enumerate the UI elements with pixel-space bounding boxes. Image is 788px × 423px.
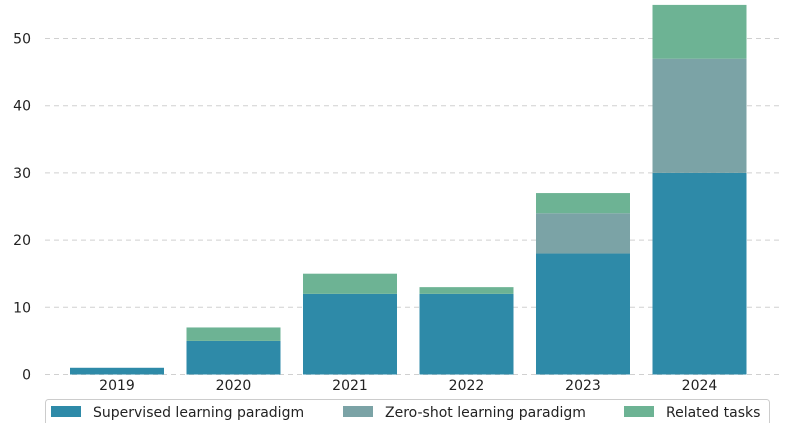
legend-box: [45, 399, 770, 423]
y-axis: 0 10 20 30 40 50: [13, 32, 31, 384]
bar-segment: [419, 287, 514, 294]
bar-segment: [652, 172, 747, 375]
x-axis: 2019 2020 2021 2022 2023 2024: [99, 378, 717, 394]
bars: [70, 4, 747, 375]
legend-swatch: [343, 406, 373, 417]
x-tick-label: 2022: [449, 378, 485, 394]
x-tick-label: 2019: [99, 378, 135, 394]
bar-segment: [652, 4, 747, 59]
x-tick-label: 2023: [565, 378, 601, 394]
bar-segment: [536, 193, 630, 214]
y-tick-label: 40: [13, 99, 31, 115]
x-tick-label: 2021: [332, 378, 368, 394]
bar-segment: [186, 340, 281, 375]
legend-swatch: [624, 406, 654, 417]
y-tick-label: 10: [13, 300, 31, 316]
bar-segment: [536, 253, 630, 375]
bar-segment: [419, 293, 514, 375]
legend-swatch: [51, 406, 81, 417]
bar-segment: [303, 273, 397, 294]
legend-label: Supervised learning paradigm: [93, 405, 304, 421]
legend-label: Related tasks: [666, 405, 760, 421]
legend: Supervised learning paradigm Zero-shot le…: [45, 399, 770, 423]
legend-label: Zero-shot learning paradigm: [385, 405, 586, 421]
bar-segment: [186, 327, 281, 341]
x-tick-label: 2020: [216, 378, 252, 394]
bar-segment: [303, 293, 397, 375]
y-tick-label: 0: [22, 368, 31, 384]
x-tick-label: 2024: [682, 378, 718, 394]
y-tick-label: 50: [13, 32, 31, 48]
y-tick-label: 30: [13, 166, 31, 182]
bar-segment: [652, 58, 747, 173]
bar-segment: [70, 367, 164, 375]
bar-segment: [536, 213, 630, 254]
y-tick-label: 20: [13, 233, 31, 249]
